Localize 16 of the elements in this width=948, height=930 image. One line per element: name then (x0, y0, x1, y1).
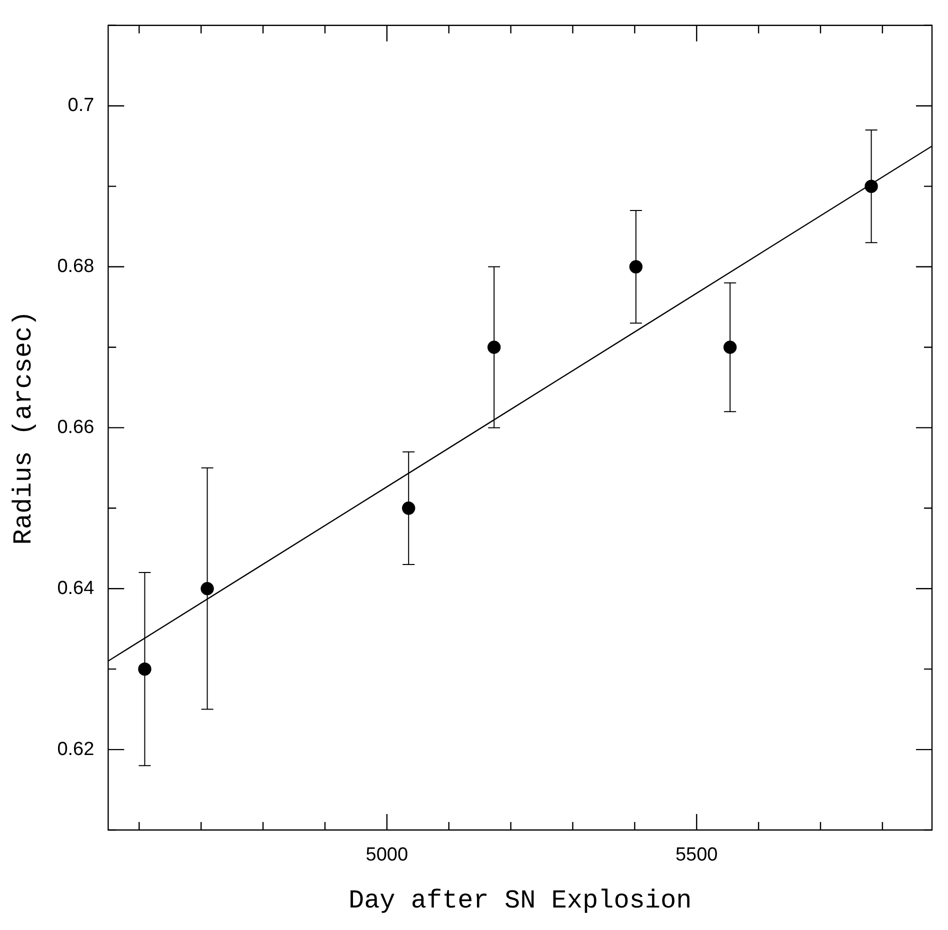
y-tick-label: 0.68 (57, 256, 94, 278)
y-tick-label: 0.66 (57, 416, 94, 438)
point (200, 582, 214, 596)
x-axis-title: Day after SN Explosion (348, 885, 692, 916)
y-tick-label: 0.64 (57, 578, 95, 599)
y-tick-label: 0.7 (68, 95, 94, 116)
point (723, 340, 737, 354)
point (864, 180, 878, 193)
y-tick-label: 0.62 (57, 738, 94, 760)
x-tick-label: 5500 (675, 844, 718, 866)
x-tick-label: 5000 (366, 844, 408, 866)
point (138, 662, 152, 676)
point (487, 340, 501, 354)
point (402, 502, 416, 515)
point (629, 260, 643, 274)
y-axis-title: Radius (arcsec) (8, 310, 38, 545)
